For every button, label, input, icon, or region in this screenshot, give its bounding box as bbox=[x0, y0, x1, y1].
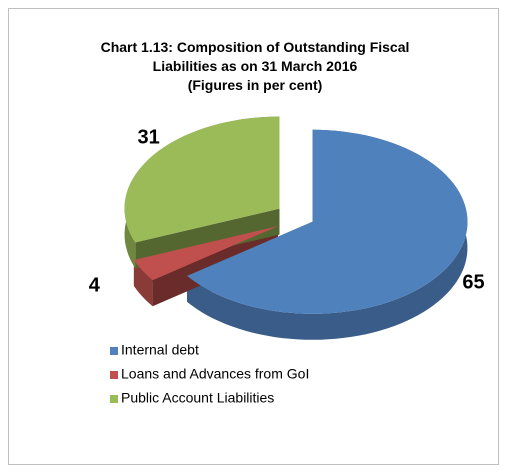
slice bbox=[133, 226, 278, 281]
chart-title: Chart 1.13: Composition of Outstanding F… bbox=[100, 39, 410, 74]
data-label: 4 bbox=[89, 275, 101, 297]
data-label: 31 bbox=[137, 127, 159, 149]
data-label: 65 bbox=[462, 271, 484, 293]
slice bbox=[124, 116, 280, 243]
slice bbox=[187, 129, 468, 314]
slice-wall bbox=[133, 260, 153, 307]
legend-label: Internal debt bbox=[121, 342, 199, 358]
slice-wall bbox=[187, 129, 468, 340]
legend-label: Public Account Liabilities bbox=[121, 390, 274, 406]
chart-frame bbox=[8, 8, 499, 465]
legend-swatch bbox=[110, 395, 118, 403]
legend-swatch bbox=[110, 371, 118, 379]
legend-swatch bbox=[110, 347, 118, 355]
slice-tops bbox=[124, 116, 468, 314]
title-block: Chart 1.13: Composition of Outstanding F… bbox=[95, 38, 415, 95]
chart-subtitle: (Figures in per cent) bbox=[187, 77, 323, 93]
legend-label: Loans and Advances from GoI bbox=[121, 366, 309, 382]
